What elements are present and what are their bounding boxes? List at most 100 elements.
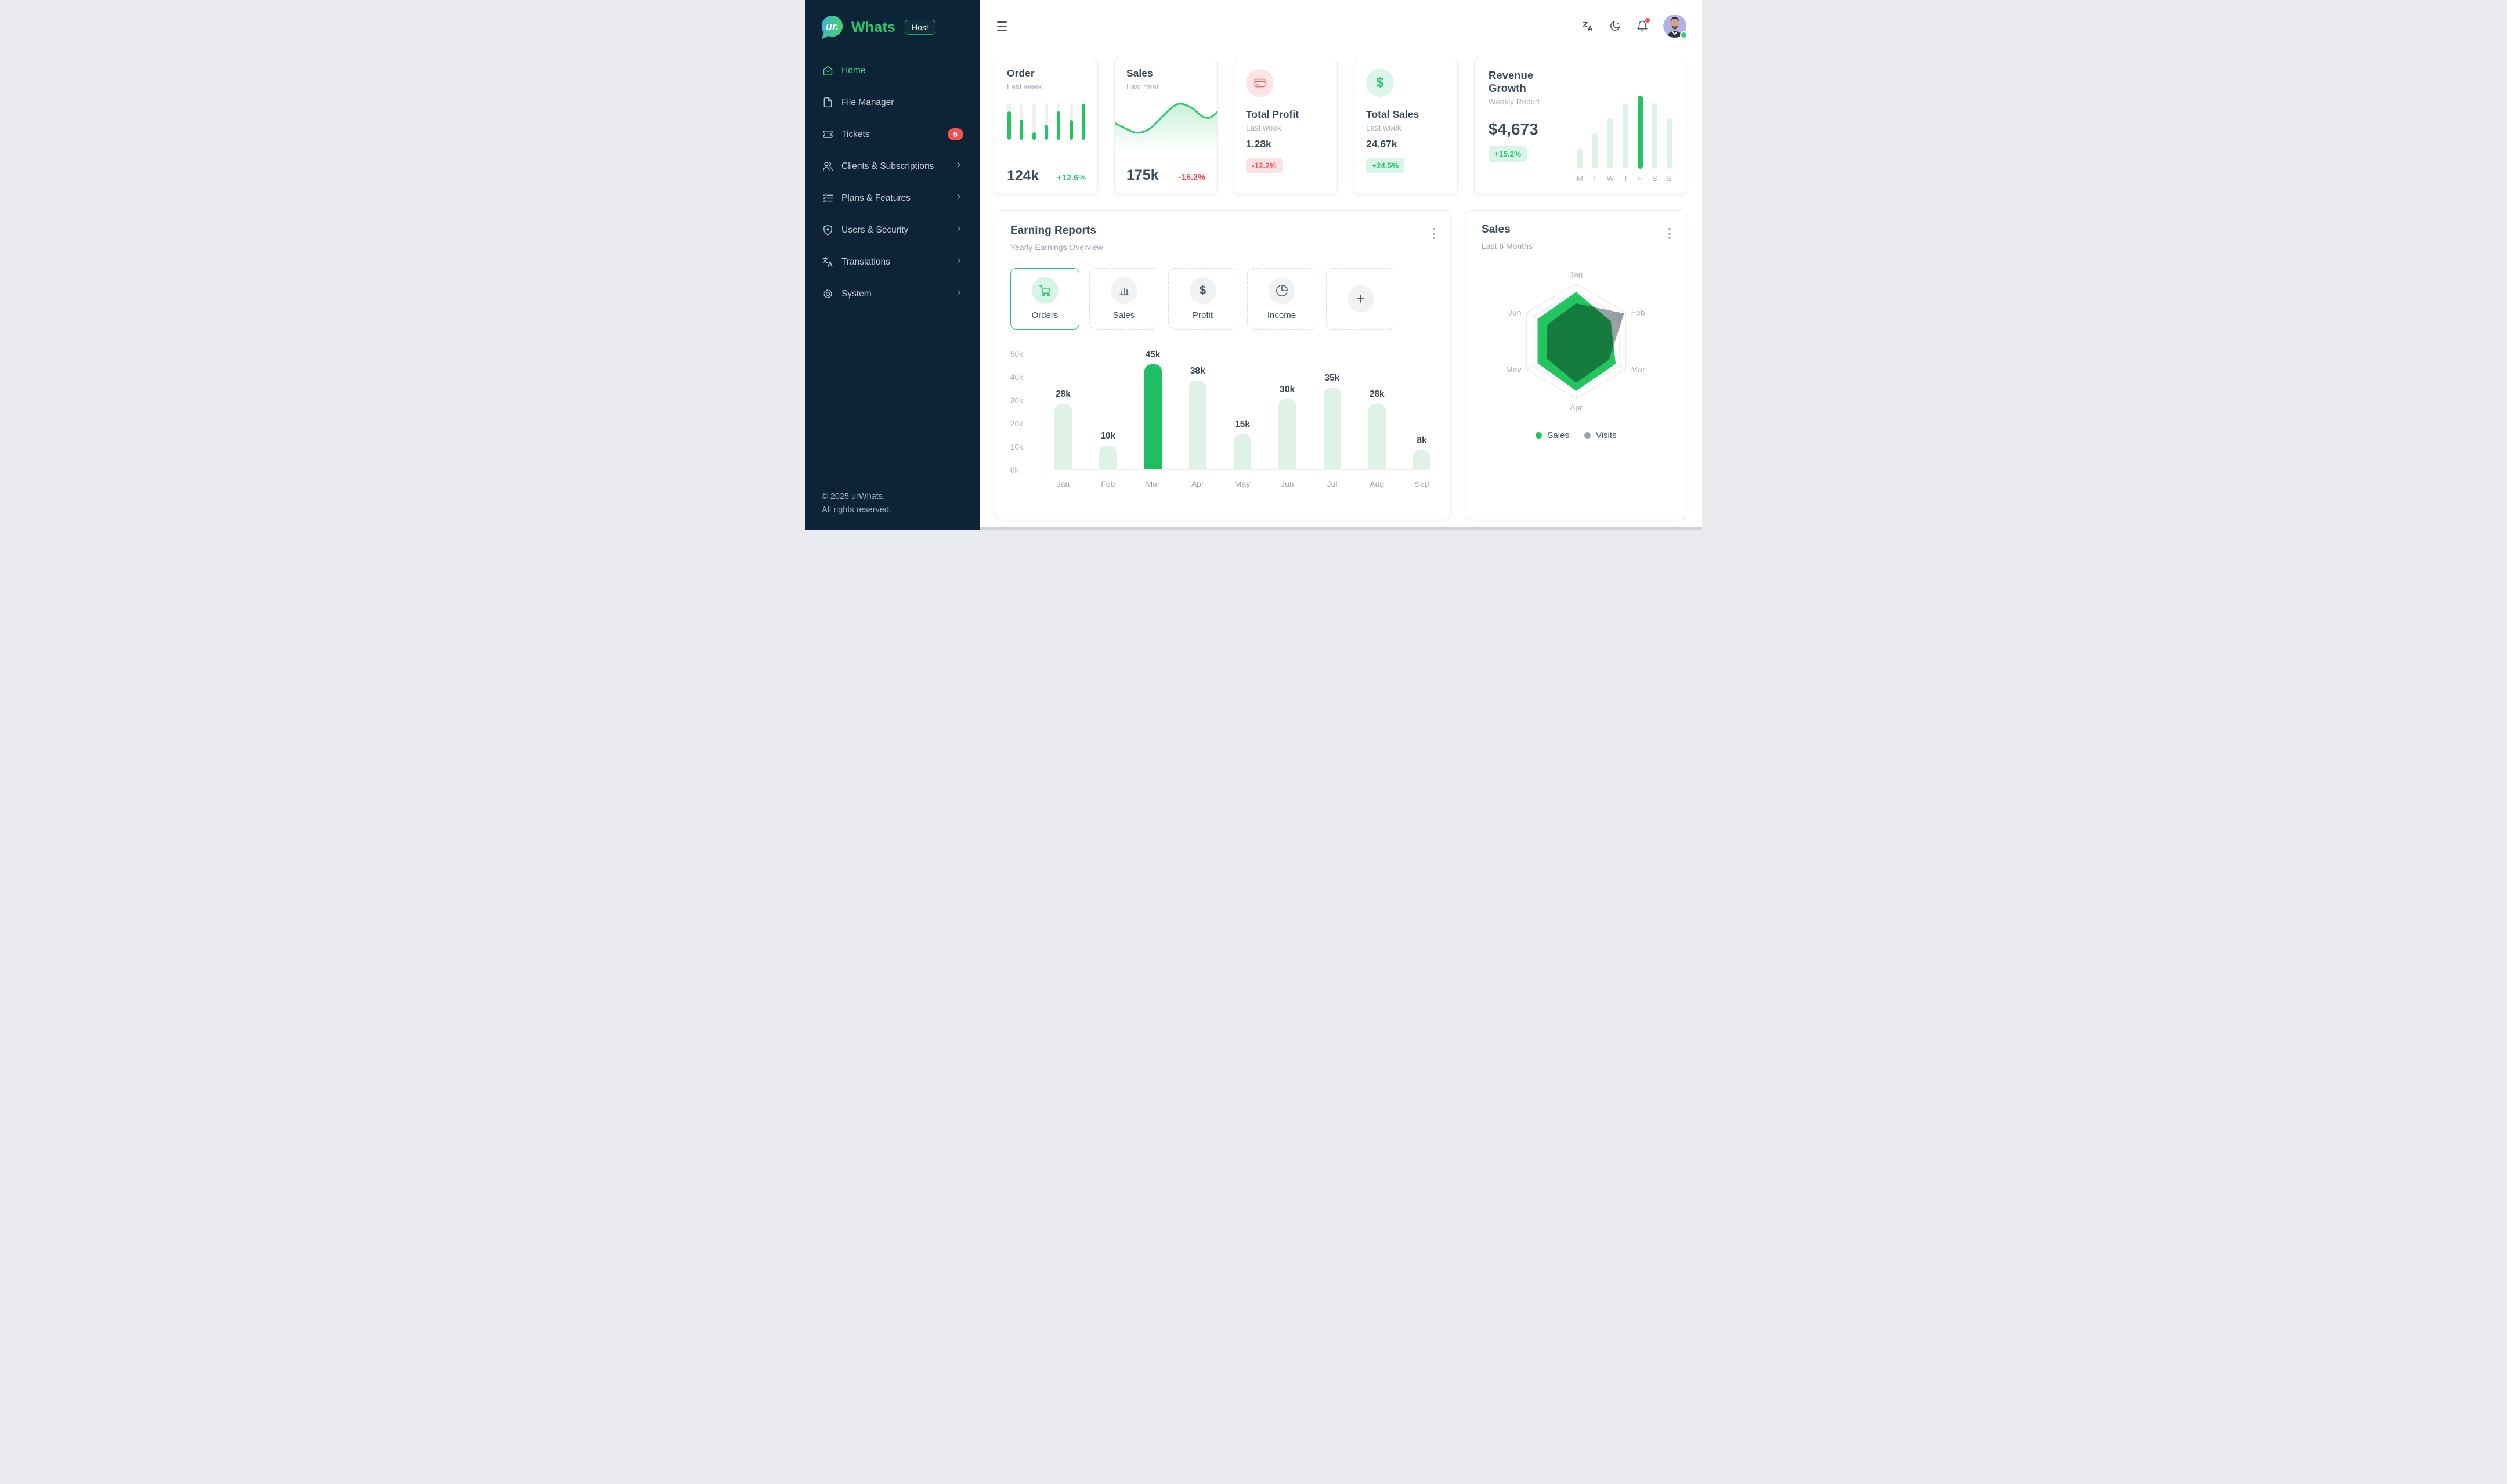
topbar-actions <box>1581 15 1688 39</box>
order-spark-track <box>1032 103 1036 140</box>
bar-sep <box>1413 450 1430 469</box>
translate-icon <box>822 256 833 267</box>
sidebar-item-home[interactable]: Home <box>815 57 970 84</box>
more-options-icon[interactable] <box>1429 225 1439 242</box>
revenue-bar-w2 <box>1607 118 1613 169</box>
earning-filter-tabs: Orders Sales $ Profit <box>1010 268 1435 330</box>
sales-delta: -16.2% <box>1179 173 1205 182</box>
radar-axis-label: Apr <box>1570 403 1583 412</box>
card-subtitle: Last week <box>1246 124 1281 132</box>
section-title: Sales <box>1482 223 1511 236</box>
order-value: 124k <box>1007 168 1039 184</box>
language-button[interactable] <box>1581 20 1594 32</box>
earning-reports-card: Earning Reports Yearly Earnings Overview… <box>995 210 1451 519</box>
y-axis-tick: 20k <box>1010 419 1023 428</box>
revenue-bar-s6 <box>1667 118 1672 169</box>
sales-card: Sales Last Year <box>1114 57 1218 195</box>
hamburger-menu-button[interactable] <box>995 19 1009 33</box>
checklist-icon <box>823 194 833 202</box>
order-card: Order Last week 124k +12.6% <box>995 57 1098 195</box>
total-profit-value: 1.28k <box>1246 138 1271 150</box>
sidebar-item-tickets[interactable]: Tickets 5 <box>815 121 970 148</box>
bar-jul <box>1323 388 1341 469</box>
y-axis-tick: 30k <box>1010 396 1023 405</box>
sidebar-item-users-security[interactable]: Users & Security <box>815 216 970 244</box>
x-axis-label: May <box>1234 479 1251 488</box>
radar-axis-label: Feb <box>1631 307 1645 317</box>
main-area: Order Last week 124k +12.6% Sales Last Y… <box>980 0 1702 530</box>
brand-logo-text: ur. <box>826 21 839 32</box>
sales-radar-chart: Jan Feb Mar Apr May Jun <box>1506 270 1646 412</box>
card-subtitle: Last week <box>1007 82 1042 91</box>
dollar-icon: $ <box>1366 69 1394 97</box>
x-axis-label: Mar <box>1146 479 1160 488</box>
radar-series-visits <box>1546 303 1624 383</box>
notification-dot <box>1645 18 1650 23</box>
bar-value-label: 15k <box>1235 419 1250 429</box>
section-title: Earning Reports <box>1010 225 1096 237</box>
horizontal-scrollbar[interactable] <box>980 527 1702 530</box>
section-subtitle: Yearly Earnings Overview <box>1010 242 1103 252</box>
gear-icon <box>823 289 832 298</box>
sidebar-item-plans-features[interactable]: Plans & Features <box>815 184 970 212</box>
card-subtitle: Last Year <box>1126 82 1159 91</box>
sales-sparkline-chart <box>1115 103 1217 152</box>
bar-mar <box>1144 364 1162 469</box>
revenue-day-label: S <box>1652 174 1657 183</box>
host-badge: Host <box>905 20 935 35</box>
file-icon <box>823 97 832 108</box>
revenue-day-label: S <box>1667 174 1672 183</box>
dashboard-page: ur. Whats Host Home File Manager Tickets… <box>805 0 1702 530</box>
earning-bars-row: 28k Jan 10k Feb 45k Mar 38k Apr 15k May 30k Jun 35k J… <box>1054 350 1430 488</box>
bar-value-label: 38k <box>1190 366 1205 376</box>
radar-axis-label: May <box>1506 365 1522 374</box>
radar-axis-label: Jan <box>1570 270 1583 279</box>
order-spark-track <box>1069 103 1073 140</box>
bar-value-label: 35k <box>1324 373 1340 383</box>
tab-label: Sales <box>1112 310 1135 320</box>
sales-radar-card: Sales Last 6 Months Jan Feb Mar Apr May Jun S… <box>1466 210 1686 519</box>
tab-sales[interactable]: Sales <box>1089 268 1158 330</box>
legend-sales: Sales <box>1536 430 1569 440</box>
card-title: Revenue Growth <box>1489 69 1534 94</box>
sidebar-item-translations[interactable]: Translations <box>815 248 970 276</box>
revenue-bar-column: S <box>1667 118 1672 183</box>
dark-mode-button[interactable] <box>1609 20 1621 32</box>
earning-bar-column: 8k Sep <box>1413 436 1430 488</box>
bar-chart-icon <box>1110 277 1137 304</box>
sidebar-item-system[interactable]: System <box>815 280 970 307</box>
sidebar-item-file-manager[interactable]: File Manager <box>815 89 970 116</box>
card-title: Total Sales <box>1366 108 1419 120</box>
revenue-bar-column: S <box>1652 103 1657 183</box>
order-delta: +12.6% <box>1057 173 1086 183</box>
legend-dot-visits <box>1584 432 1591 439</box>
order-spark-bar <box>1032 132 1036 140</box>
radar-axis-label: Mar <box>1631 365 1646 374</box>
sidebar: ur. Whats Host Home File Manager Tickets… <box>805 0 980 530</box>
sidebar-item-label: Plans & Features <box>841 193 911 203</box>
y-axis-tick: 50k <box>1010 350 1023 359</box>
tab-orders[interactable]: Orders <box>1010 268 1079 330</box>
section-subtitle: Last 6 Months <box>1482 241 1533 251</box>
order-spark-chart <box>1007 103 1086 140</box>
earning-bar-column: 38k Apr <box>1189 366 1206 488</box>
tab-profit[interactable]: $ Profit <box>1168 268 1237 330</box>
notifications-button[interactable] <box>1636 18 1650 32</box>
tab-label: Income <box>1267 310 1296 320</box>
cart-icon <box>1031 277 1059 304</box>
order-spark-bar <box>1081 103 1085 140</box>
tab-add[interactable]: + <box>1326 268 1395 330</box>
bar-may <box>1234 434 1251 469</box>
revenue-bar-column: M <box>1577 149 1583 183</box>
more-options-icon[interactable] <box>1665 225 1674 242</box>
total-sales-card: $ Total Sales Last week 24.67k +24.5% <box>1354 57 1458 195</box>
sidebar-item-clients-subscriptions[interactable]: Clients & Subscriptions <box>815 153 970 180</box>
revenue-day-label: T <box>1623 174 1628 183</box>
user-avatar[interactable] <box>1663 15 1688 39</box>
tab-income[interactable]: Income <box>1247 268 1316 330</box>
content: Order Last week 124k +12.6% Sales Last Y… <box>980 52 1702 519</box>
credit-card-icon <box>1246 69 1274 97</box>
brand[interactable]: ur. Whats Host <box>805 0 980 49</box>
earning-bar-chart: 0k 10k 20k 30k 40k 50k 28k Jan 10k Feb 45k Mar 38k Ap… <box>1010 350 1435 497</box>
